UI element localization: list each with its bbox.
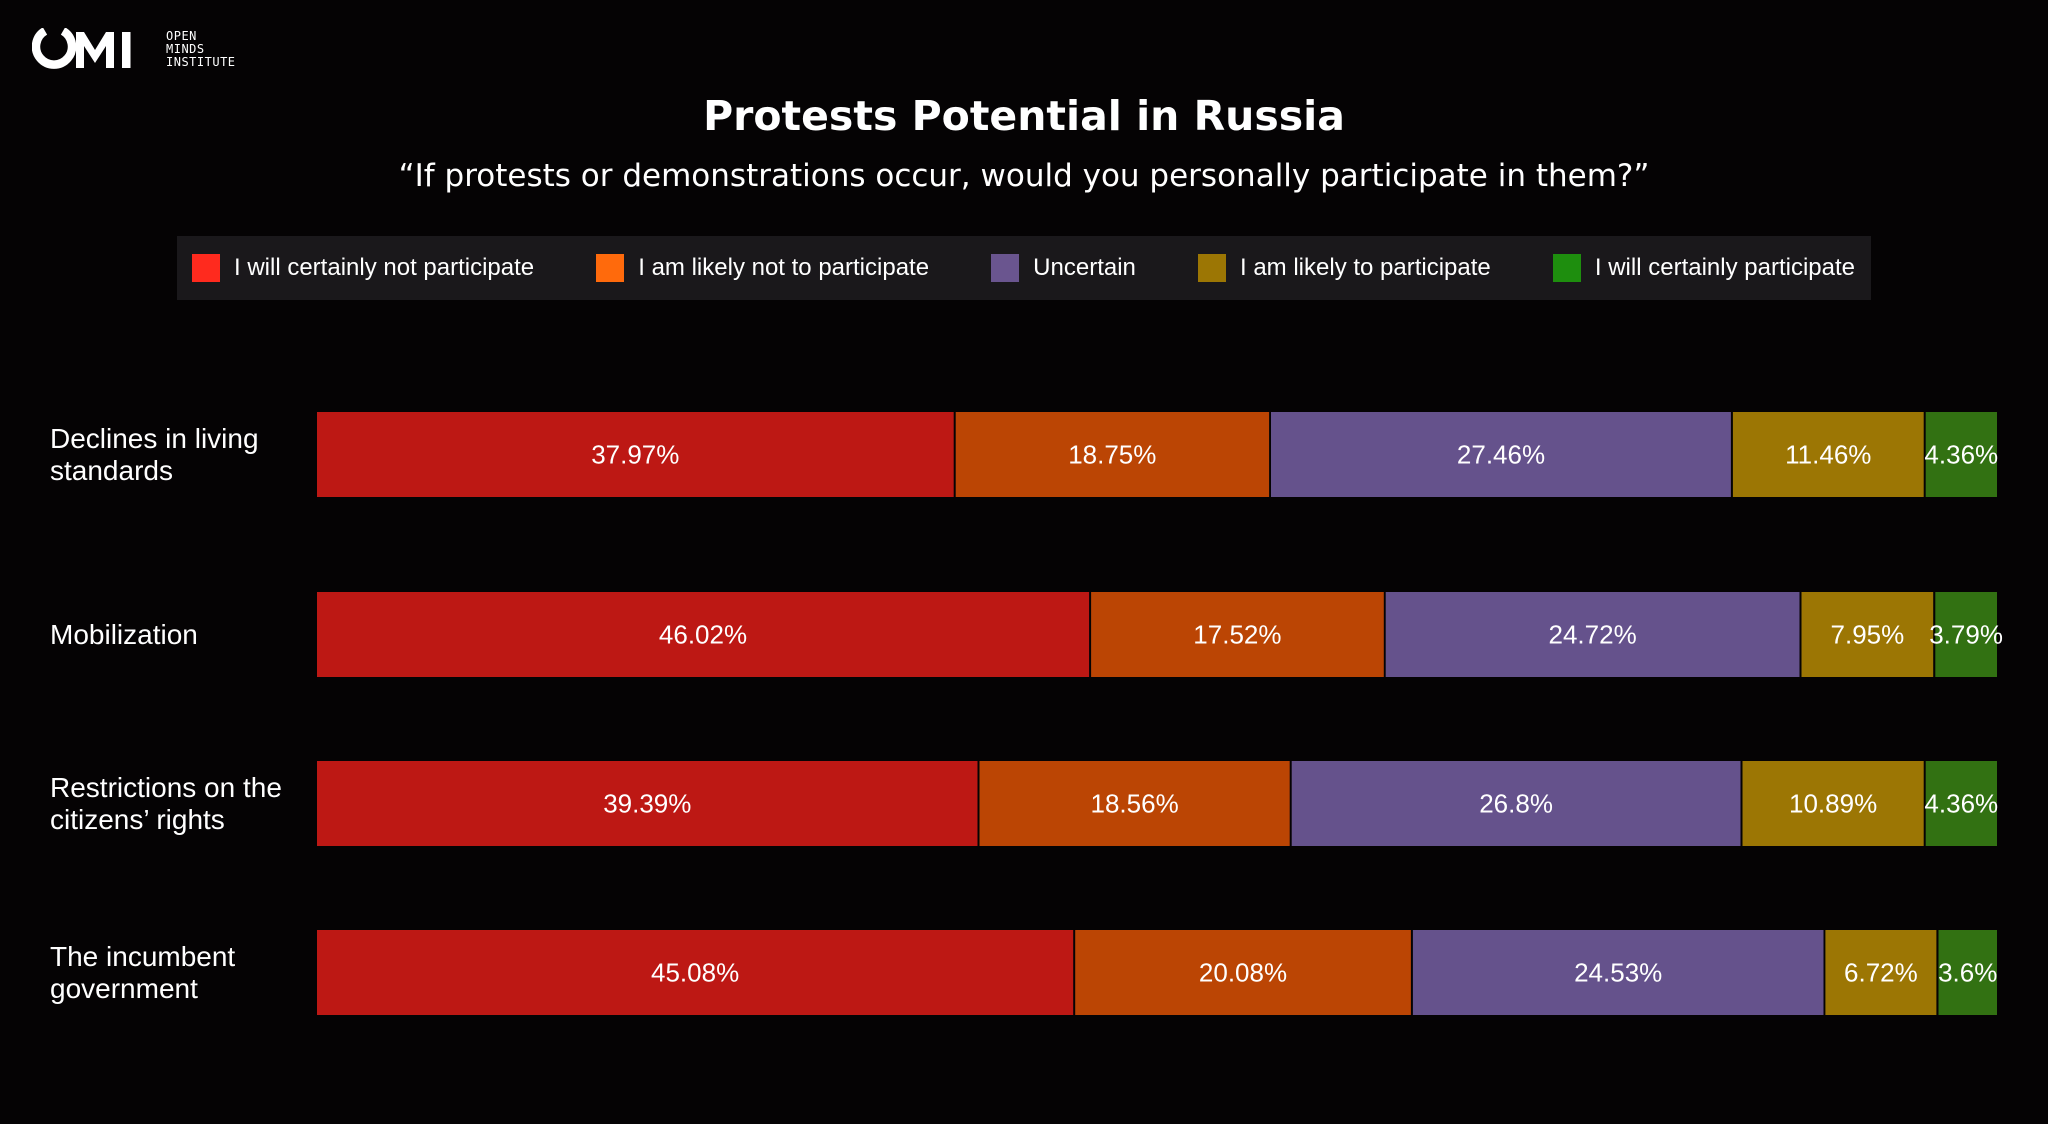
bar-segment xyxy=(1385,592,1800,677)
omi-logo: OPEN MINDS INSTITUTE xyxy=(32,28,236,70)
bar-value-label: 39.39% xyxy=(603,789,691,819)
bar-value-label: 17.52% xyxy=(1193,620,1281,650)
category-label-text: Declines in living standards xyxy=(50,423,259,487)
bar-segment xyxy=(1742,761,1924,846)
bar-value-label: 7.95% xyxy=(1831,620,1905,650)
bar-value-label: 24.72% xyxy=(1549,620,1637,650)
category-label-line: Declines in living xyxy=(50,422,259,454)
category-label-text: Mobilization xyxy=(50,619,198,651)
legend-label: I am likely not to participate xyxy=(638,254,930,281)
chart-title: Protests Potential in Russia xyxy=(703,92,1345,140)
bar-value-label: 27.46% xyxy=(1457,440,1545,470)
bar-segment xyxy=(317,930,1074,1015)
category-label: Mobilization xyxy=(50,592,300,677)
bar-value-label: 46.02% xyxy=(659,620,747,650)
legend-item-0: I will certainly not participate xyxy=(192,254,534,282)
category-label-text: Restrictions on the citizens’ rights xyxy=(50,772,282,836)
category-label: Restrictions on the citizens’ rights xyxy=(50,761,300,846)
category-label-line: The incumbent xyxy=(50,940,236,972)
bar-segment xyxy=(1732,412,1924,497)
logo-line-institute: INSTITUTE xyxy=(166,54,236,69)
bar-value-label: 24.53% xyxy=(1574,958,1662,988)
logo-line-open: OPEN xyxy=(166,28,197,43)
bar-value-label: 18.56% xyxy=(1091,789,1179,819)
bar-segment xyxy=(1925,412,1997,497)
legend-label: I am likely to participate xyxy=(1240,254,1491,281)
legend-swatch xyxy=(596,254,625,282)
category-label: The incumbent government xyxy=(50,930,300,1015)
bar-value-label: 11.46% xyxy=(1785,440,1871,470)
legend-item-1: I am likely not to participate xyxy=(596,254,929,282)
bar-segment xyxy=(1291,761,1741,846)
bar-segment xyxy=(317,761,978,846)
logo-wordmark: OPEN MINDS INSTITUTE xyxy=(166,28,236,69)
category-label-line: citizens’ rights xyxy=(50,803,225,835)
legend-item-2: Uncertain xyxy=(991,254,1136,282)
category-label-line: government xyxy=(50,972,198,1004)
legend-label: I will certainly not participate xyxy=(234,254,535,281)
legend-swatch xyxy=(991,254,1020,282)
category-label-line: standards xyxy=(50,454,173,486)
bar-segment xyxy=(317,592,1090,677)
bar-value-label: 4.36% xyxy=(1924,440,1998,470)
chart-subtitle: “If protests or demonstrations occur, wo… xyxy=(398,158,1650,194)
logo-line-minds: MINDS xyxy=(166,41,205,56)
bar-value-label: 37.97% xyxy=(591,440,679,470)
category-label-line: Restrictions on the xyxy=(50,771,282,803)
bar-segment xyxy=(1938,930,1997,1015)
bar-value-label: 26.8% xyxy=(1479,789,1553,819)
bar-value-label: 6.72% xyxy=(1844,958,1918,988)
bar-value-label: 18.75% xyxy=(1068,440,1156,470)
category-label-text: The incumbent government xyxy=(50,941,235,1005)
legend-swatch xyxy=(1552,254,1581,282)
category-label-line: Mobilization xyxy=(50,618,198,650)
legend-swatch xyxy=(192,254,220,282)
bar-segment xyxy=(1091,592,1384,677)
bar-segment xyxy=(1801,592,1934,677)
chart-legend: I will certainly not participate I am lik… xyxy=(177,236,1871,300)
bar-value-label: 4.36% xyxy=(1924,789,1998,819)
bar-segment xyxy=(1935,592,1997,677)
legend-label: I will certainly participate xyxy=(1594,254,1855,281)
legend-item-3: I am likely to participate xyxy=(1198,254,1491,282)
bar-value-label: 10.89% xyxy=(1789,789,1877,819)
bar-value-label: 20.08% xyxy=(1199,958,1287,988)
bar-segment xyxy=(955,412,1270,497)
bar-segment xyxy=(1075,930,1411,1015)
bar-segment xyxy=(1271,412,1731,497)
legend-swatch xyxy=(1198,254,1226,282)
bar-segment xyxy=(979,761,1290,846)
bar-value-label: 3.6% xyxy=(1938,958,1997,988)
bar-segment xyxy=(1825,930,1937,1015)
bar-value-label: 45.08% xyxy=(651,958,739,988)
omi-logo-mark xyxy=(32,28,131,69)
legend-item-4: I will certainly participate xyxy=(1552,254,1855,282)
category-label: Declines in living standards xyxy=(50,412,300,497)
bar-segment xyxy=(1412,930,1824,1015)
bar-segment xyxy=(317,412,954,497)
legend-label: Uncertain xyxy=(1033,254,1136,281)
bar-segment xyxy=(1925,761,1997,846)
bar-value-label: 3.79% xyxy=(1929,620,2003,650)
